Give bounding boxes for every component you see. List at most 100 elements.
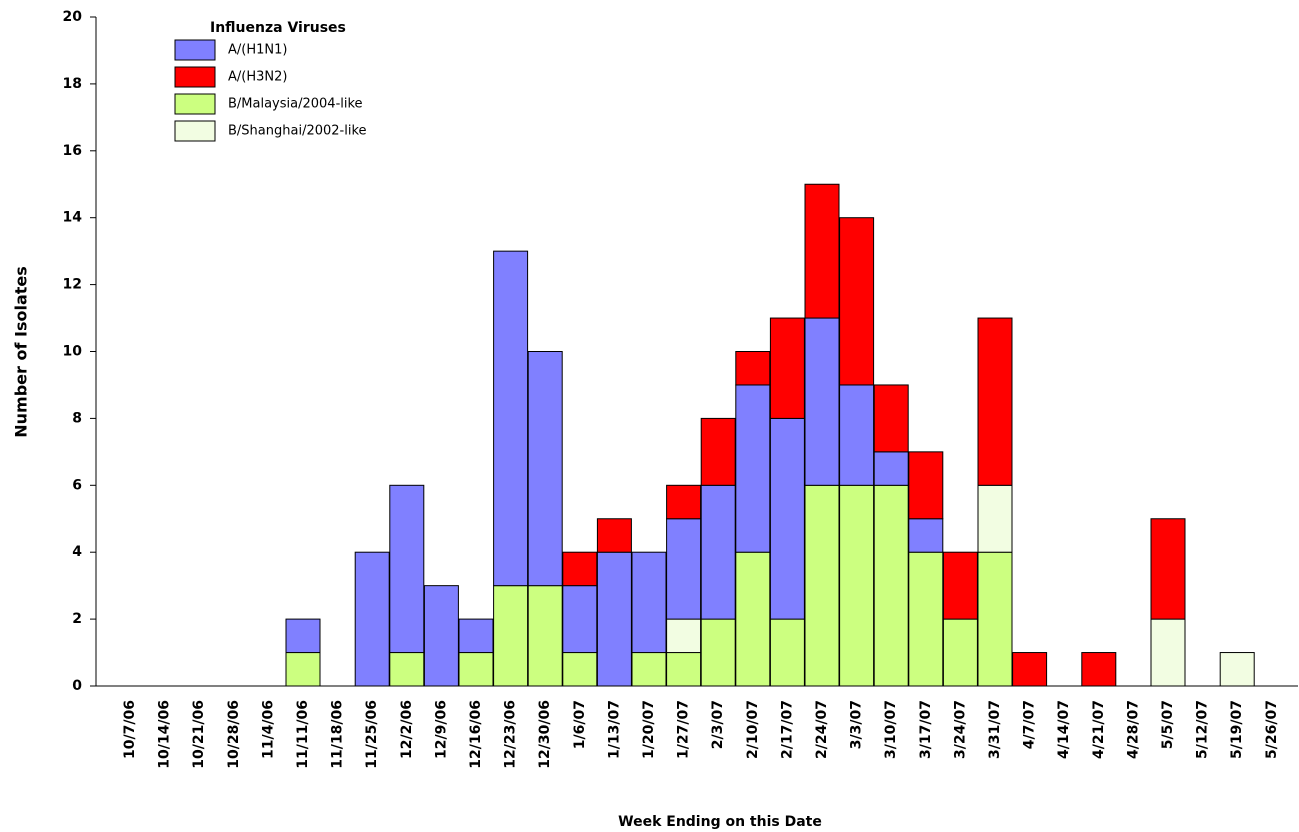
x-tick-label: 12/23/06 xyxy=(503,700,519,769)
bar-segment xyxy=(354,551,390,687)
bar-segment xyxy=(527,351,563,587)
bar-segment xyxy=(804,183,840,319)
x-tick-label: 11/18/06 xyxy=(330,700,346,769)
y-tick-label: 16 xyxy=(63,143,82,159)
x-tick-label: 5/26/07 xyxy=(1264,700,1280,759)
bar-segment xyxy=(389,484,425,654)
legend-label: A/(H1N1) xyxy=(228,43,287,58)
x-tick-label: 10/28/06 xyxy=(226,700,242,769)
bar-segment xyxy=(666,618,702,654)
bar-segment xyxy=(562,551,598,587)
bar-segment xyxy=(908,551,944,687)
bar-segment xyxy=(873,384,909,453)
bar-segment xyxy=(596,551,632,687)
x-tick-label: 12/30/06 xyxy=(537,700,553,769)
bar-segment xyxy=(1150,518,1186,620)
legend-title: Influenza Viruses xyxy=(210,20,346,36)
bar-segment xyxy=(977,317,1013,486)
legend-label: B/Malaysia/2004-like xyxy=(228,97,363,112)
x-tick-label: 2/24/07 xyxy=(814,700,830,759)
y-tick-label: 18 xyxy=(63,76,82,92)
legend-swatch xyxy=(174,93,216,115)
bar-segment xyxy=(1150,618,1186,687)
bar-segment xyxy=(666,484,702,520)
bar-segment xyxy=(285,618,321,654)
x-tick-label: 1/13/07 xyxy=(606,700,622,759)
y-tick-label: 6 xyxy=(72,477,82,493)
bar-segment xyxy=(769,417,805,620)
x-tick-label: 4/21/07 xyxy=(1091,700,1107,759)
x-tick-label: 3/31/07 xyxy=(987,700,1003,759)
x-tick-label: 2/17/07 xyxy=(779,700,795,759)
x-tick-label: 1/27/07 xyxy=(676,700,692,759)
bar-segment xyxy=(458,618,494,654)
bar-segment xyxy=(631,551,667,654)
bar-segment xyxy=(839,484,875,687)
legend-label: A/(H3N2) xyxy=(228,70,287,85)
bar-segment xyxy=(700,618,736,687)
bar-segment xyxy=(700,484,736,620)
bar-segment xyxy=(977,551,1013,687)
y-tick-label: 20 xyxy=(63,9,83,25)
x-tick-label: 11/11/06 xyxy=(295,700,311,769)
bar-segment xyxy=(493,585,529,687)
x-tick-label: 5/5/07 xyxy=(1160,700,1176,749)
legend-label: B/Shanghai/2002-like xyxy=(228,124,367,139)
legend-swatch xyxy=(174,39,216,61)
y-tick-label: 0 xyxy=(72,678,82,694)
bar-segment xyxy=(769,317,805,419)
bar-segment xyxy=(493,250,529,587)
x-tick-label: 12/9/06 xyxy=(433,700,449,759)
x-tick-label: 2/10/07 xyxy=(745,700,761,759)
x-tick-label: 2/3/07 xyxy=(710,700,726,749)
bar-segment xyxy=(631,652,667,687)
bar-segment xyxy=(977,484,1013,553)
bar-segment xyxy=(908,451,944,520)
bar-segment xyxy=(562,652,598,687)
x-tick-label: 3/10/07 xyxy=(883,700,899,759)
x-tick-label: 10/21/06 xyxy=(191,700,207,769)
bar-segment xyxy=(908,518,944,553)
bar-segment xyxy=(562,585,598,654)
bar-segment xyxy=(1012,652,1048,687)
x-tick-label: 10/7/06 xyxy=(122,700,138,759)
bar-segment xyxy=(389,652,425,687)
y-tick-label: 8 xyxy=(72,410,82,426)
bar-segment xyxy=(1219,652,1255,687)
x-tick-label: 5/19/07 xyxy=(1229,700,1245,759)
x-tick-label: 1/20/07 xyxy=(641,700,657,759)
bar-segment xyxy=(527,585,563,687)
bar-segment xyxy=(873,484,909,687)
bar-segment xyxy=(596,518,632,553)
x-axis-title: Week Ending on this Date xyxy=(618,814,822,830)
bar-segment xyxy=(839,384,875,486)
x-tick-label: 11/25/06 xyxy=(364,700,380,769)
x-tick-label: 3/3/07 xyxy=(849,700,865,749)
x-tick-label: 5/12/07 xyxy=(1195,700,1211,759)
bar-segment xyxy=(735,384,771,553)
legend-swatch xyxy=(174,120,216,142)
bar-segment xyxy=(942,551,978,620)
x-tick-label: 1/6/07 xyxy=(572,700,588,749)
bar-segment xyxy=(700,417,736,486)
x-tick-label: 4/28/07 xyxy=(1125,700,1141,759)
y-tick-label: 2 xyxy=(72,611,82,627)
y-tick-label: 12 xyxy=(63,277,82,293)
bar-segment xyxy=(423,585,459,687)
bar-segment xyxy=(804,317,840,486)
y-tick-label: 10 xyxy=(63,344,83,360)
bar-segment xyxy=(666,652,702,687)
bar-segment xyxy=(804,484,840,687)
y-tick-label: 4 xyxy=(72,544,82,560)
x-tick-label: 10/14/06 xyxy=(157,700,173,769)
x-tick-label: 11/4/06 xyxy=(260,700,276,759)
x-tick-label: 4/14/07 xyxy=(1056,700,1072,759)
bar-segment xyxy=(1081,652,1117,687)
x-tick-label: 3/17/07 xyxy=(918,700,934,759)
y-axis-title: Number of Isolates xyxy=(12,266,31,438)
bar-segment xyxy=(769,618,805,687)
bar-segment xyxy=(735,551,771,687)
y-tick-label: 14 xyxy=(63,210,83,226)
x-tick-label: 12/16/06 xyxy=(468,700,484,769)
